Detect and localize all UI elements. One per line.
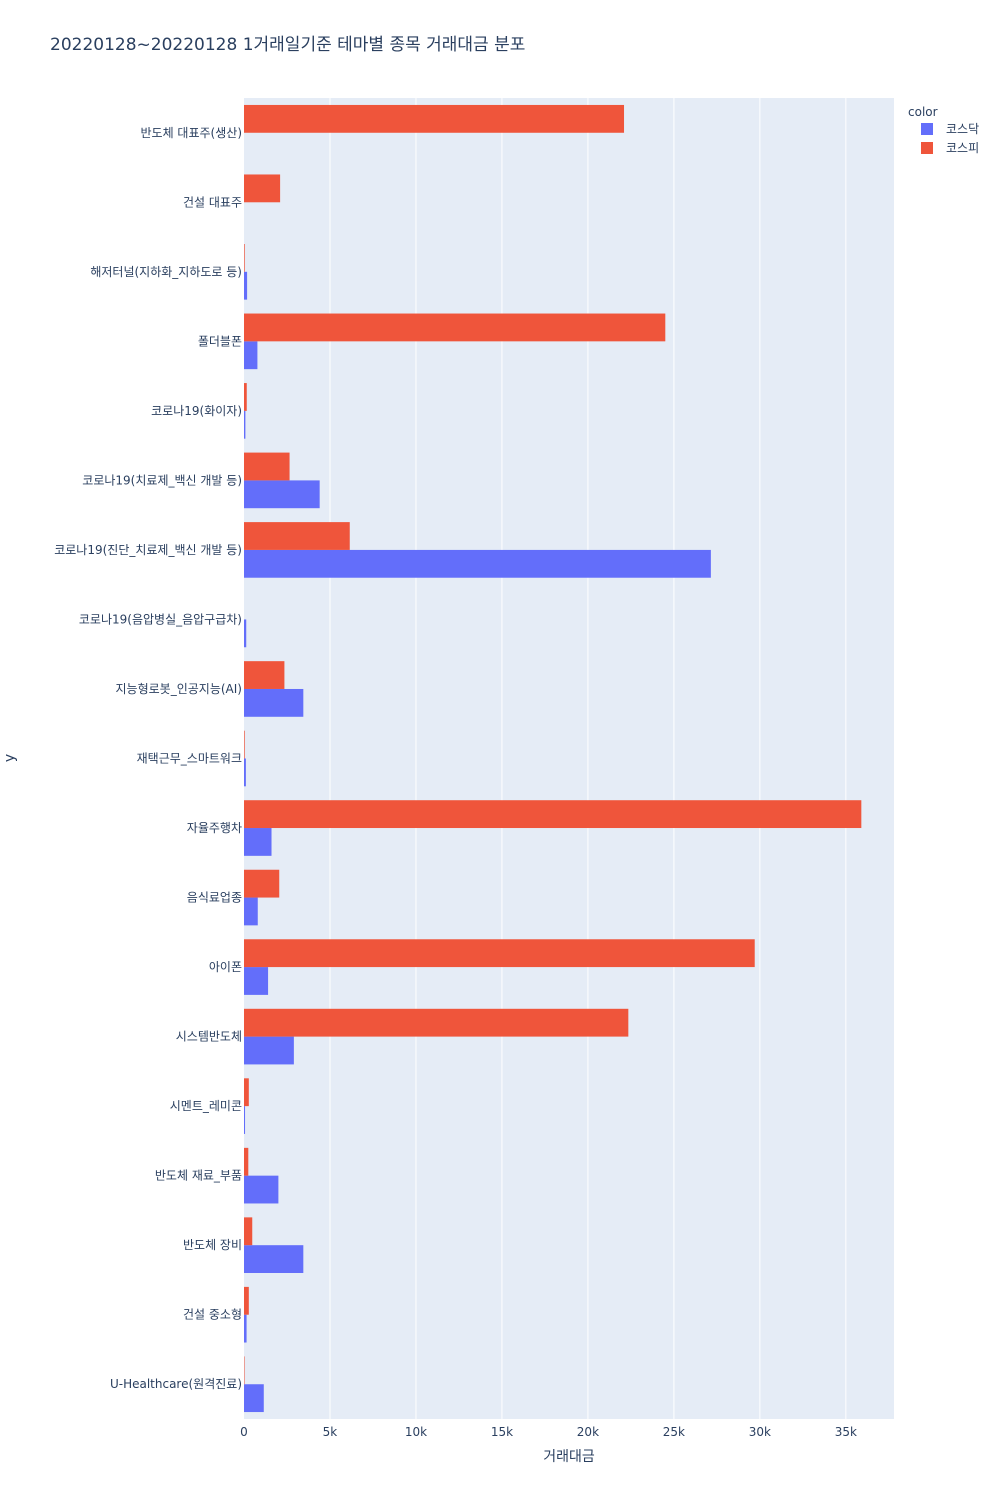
bar-kospi[interactable] [244,313,666,342]
y-tick-label: 반도체 장비 [183,1238,242,1252]
bar-kospi[interactable] [244,104,625,133]
bar-kosdaq[interactable] [244,549,711,578]
legend-swatch [921,123,933,135]
bar-kosdaq[interactable] [244,271,248,300]
bar-kospi[interactable] [244,1078,249,1107]
legend-label: 코스피 [946,141,979,155]
bar-kospi[interactable] [244,661,285,689]
y-tick-label: 코로나19(치료제_백신 개발 등) [82,473,242,487]
bar-kosdaq[interactable] [244,341,258,370]
bar-kospi[interactable] [244,800,862,829]
bar-kosdaq[interactable] [244,480,320,509]
y-tick-label: 건설 중소형 [183,1308,242,1322]
bar-kosdaq[interactable] [244,1036,294,1065]
y-tick-label: 음식료업종 [187,891,242,905]
bar-kospi[interactable] [244,1008,629,1037]
y-tick-label: 반도체 대표주(생산) [141,126,243,140]
y-tick-label: 코로나19(음압병실_음압구급차) [79,612,242,626]
legend-item[interactable]: 코스닥 [921,122,979,136]
legend-label: 코스닥 [946,122,979,136]
y-tick-label: U-Healthcare(원격진료) [110,1377,242,1391]
bar-kosdaq[interactable] [244,619,247,648]
x-tick-label: 15k [491,1425,513,1439]
bar-kosdaq[interactable] [244,1175,279,1204]
x-axis-title: 거래대금 [543,1449,595,1465]
bar-kospi[interactable] [244,939,755,968]
bar-kosdaq[interactable] [244,1314,247,1343]
bar-kospi[interactable] [244,730,245,759]
bar-kospi[interactable] [244,452,290,481]
legend-swatch [921,142,933,154]
y-tick-label: 아이폰 [209,960,242,974]
x-tick-labels: 0 5k 10k 15k 20k 25k 30k 35k [240,1425,857,1439]
y-tick-label: 코로나19(진단_치료제_백신 개발 등) [54,543,242,557]
plot-background [244,98,894,1419]
bar-kospi[interactable] [244,869,280,898]
y-tick-label: 자율주행차 [187,820,242,835]
y-tick-label: 폴더블폰 [198,334,242,348]
bar-kospi[interactable] [244,244,245,272]
y-tick-label: 반도체 재료_부품 [155,1169,242,1183]
bar-kosdaq[interactable] [244,897,258,926]
y-tick-label: 지능형로봇_인공지능(AI) [116,682,242,696]
bar-kospi[interactable] [244,522,350,550]
y-tick-label: 시스템반도체 [176,1030,242,1044]
x-tick-label: 20k [577,1425,599,1439]
bars [244,104,862,1413]
bar-kosdaq[interactable] [244,1384,264,1413]
chart-title: 20220128~20220128 1거래일기준 테마별 종목 거래대금 분포 [50,35,525,55]
x-tick-label: 25k [663,1425,685,1439]
bar-kosdaq[interactable] [244,758,246,787]
y-tick-label: 시멘트_레미콘 [170,1099,242,1113]
y-tick-label: 코로나19(화이자) [151,404,242,418]
bar-kosdaq[interactable] [244,967,269,995]
bar-kosdaq[interactable] [244,1106,246,1134]
y-tick-label: 해저터널(지하화_지하도로 등) [90,265,242,279]
bar-kospi[interactable] [244,174,281,203]
bar-kospi[interactable] [244,1356,245,1385]
bar-kospi[interactable] [244,1286,249,1315]
x-tick-label: 0 [240,1425,248,1439]
x-tick-label: 35k [835,1425,857,1439]
bar-kospi[interactable] [244,1147,249,1176]
x-tick-label: 30k [749,1425,771,1439]
bar-kosdaq[interactable] [244,688,304,717]
legend-title: color [908,105,938,119]
bar-kospi[interactable] [244,383,247,411]
legend-item[interactable]: 코스피 [921,141,979,155]
bar-kospi[interactable] [244,1217,253,1246]
y-axis-title: y [2,754,18,762]
bar-kosdaq[interactable] [244,828,272,856]
x-tick-label: 10k [405,1425,427,1439]
x-tick-label: 5k [323,1425,338,1439]
y-tick-label: 재택근무_스마트워크 [137,752,242,766]
y-tick-label: 건설 대표주 [183,195,242,209]
bar-kosdaq[interactable] [244,1245,304,1273]
bar-kosdaq[interactable] [244,410,246,439]
